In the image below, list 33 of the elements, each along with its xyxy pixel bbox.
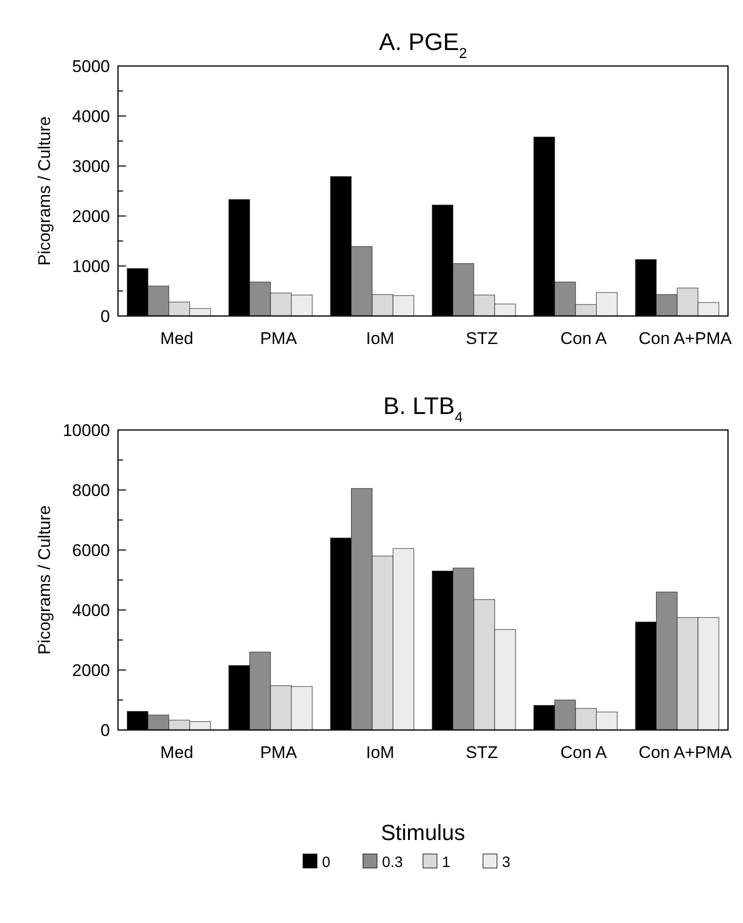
- x-tick-label: Con A: [560, 329, 608, 348]
- y-tick-label: 4000: [72, 106, 110, 126]
- y-tick-label: 10000: [62, 420, 110, 440]
- x-tick-label: STZ: [466, 743, 498, 762]
- x-tick-label: Con A+PMA: [638, 743, 732, 762]
- y-tick-label: 2000: [72, 206, 110, 226]
- y-axis-title: Picograms / Culture: [35, 116, 54, 266]
- x-tick-label: Con A: [560, 743, 608, 762]
- y-tick-label: 5000: [72, 56, 110, 76]
- x-tick-label: STZ: [466, 329, 498, 348]
- x-tick-label: PMA: [260, 329, 298, 348]
- x-tick-label: IoM: [366, 329, 394, 348]
- y-tick-label: 0: [100, 306, 110, 326]
- x-tick-label: Con A+PMA: [638, 329, 732, 348]
- chart-title: B. LTB$_{4}$: [383, 393, 463, 426]
- y-tick-label: 4000: [72, 600, 110, 620]
- x-tick-label: IoM: [366, 743, 394, 762]
- chart-title: A. PGE$_{2}$: [378, 29, 468, 62]
- x-tick-label: Med: [160, 329, 194, 348]
- legend-label: 0.3: [382, 854, 403, 871]
- y-tick-label: 0: [100, 720, 110, 740]
- legend-title: Stimulus: [380, 820, 466, 845]
- x-tick-label: Med: [160, 743, 194, 762]
- y-tick-label: 3000: [72, 156, 110, 176]
- x-tick-label: PMA: [260, 743, 298, 762]
- y-axis-title: Picograms / Culture: [35, 505, 54, 655]
- y-tick-label: 8000: [72, 480, 110, 500]
- y-tick-label: 1000: [72, 256, 110, 276]
- legend-label: 1: [442, 854, 450, 871]
- y-tick-label: 6000: [72, 540, 110, 560]
- legend-label: 3: [502, 854, 510, 871]
- legend-label: 0: [322, 854, 330, 871]
- y-tick-label: 2000: [72, 660, 110, 680]
